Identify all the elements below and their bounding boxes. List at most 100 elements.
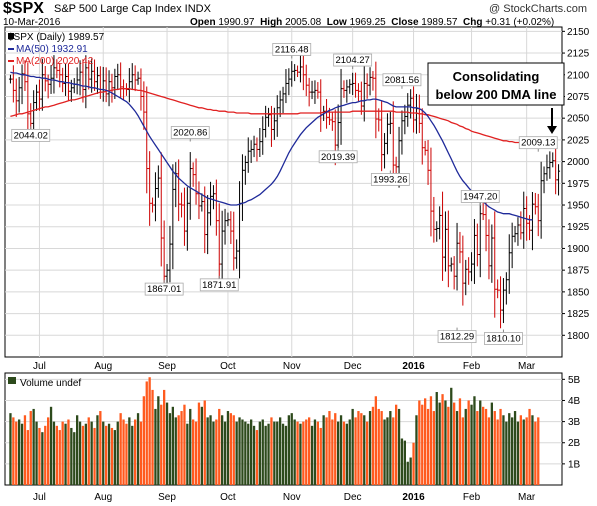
legend-swatch-volume	[8, 377, 16, 384]
data-label: 2020.86	[173, 127, 207, 138]
volume-bar	[76, 415, 79, 485]
volume-bar	[186, 423, 189, 485]
volume-bar	[134, 419, 137, 485]
volume-bar	[142, 396, 145, 485]
month-label-top: Nov	[283, 361, 301, 372]
volume-bar	[148, 377, 151, 485]
annotation-callout: Consolidating below 200 DMA line	[427, 62, 565, 134]
volume-bar	[209, 415, 212, 485]
low-label: Low	[326, 17, 347, 28]
volume-bar	[258, 421, 261, 485]
volume-bar	[250, 419, 253, 485]
volume-bar	[368, 411, 372, 485]
annotation-box	[427, 62, 565, 106]
volume-bar	[397, 408, 401, 485]
chart-symbol: $SPX	[3, 0, 44, 17]
volume-bar	[389, 411, 392, 485]
volume-bar	[165, 402, 169, 485]
volume-bar	[400, 438, 404, 485]
volume-bar	[366, 421, 369, 485]
volume-bar	[252, 425, 256, 485]
volume-bar	[32, 408, 35, 485]
volume-bar	[255, 430, 259, 485]
volume-bar	[212, 421, 215, 485]
volume-bar	[90, 421, 93, 485]
volume-bar	[171, 406, 174, 485]
volume-tick-label: 3B	[568, 417, 581, 428]
volume-bar	[96, 415, 99, 485]
volume-bar	[247, 423, 250, 485]
volume-bar	[348, 419, 351, 485]
volume-bar	[139, 421, 143, 485]
annotation-line-1: Consolidating	[453, 69, 540, 84]
volume-bar	[502, 415, 505, 485]
volume-bar	[78, 421, 82, 485]
data-label: 2116.48	[275, 44, 309, 55]
volume-bar	[473, 396, 476, 485]
volume-bar	[287, 415, 290, 485]
volume-bar	[511, 417, 514, 485]
volume-bar	[38, 427, 41, 485]
volume-bar	[374, 396, 377, 485]
volume-tick-label: 4B	[568, 396, 581, 407]
volume-bar	[119, 413, 122, 485]
volume-bar	[418, 400, 421, 485]
volume-bar	[223, 421, 227, 485]
month-label-top: Oct	[220, 361, 236, 372]
volume-bar	[107, 423, 111, 485]
volume-bar	[125, 423, 128, 485]
legend-ma200: MA(200) 2020.42	[16, 56, 94, 67]
legend-volume: Volume undef	[20, 378, 81, 389]
data-label-box	[382, 73, 422, 87]
volume-bar	[238, 417, 241, 485]
data-label: 1867.01	[147, 284, 181, 295]
volume-bar	[455, 411, 459, 485]
close-label: Close	[391, 17, 419, 28]
volume-bar	[415, 415, 418, 485]
chg-label: Chg	[463, 17, 483, 28]
volume-bar	[476, 411, 479, 485]
volume-bar	[163, 389, 166, 485]
volume-bar	[215, 419, 218, 485]
month-label-bottom: Sep	[158, 492, 176, 503]
volume-bar	[276, 421, 279, 485]
data-label: 2104.27	[335, 55, 369, 66]
volume-bar	[395, 404, 398, 485]
volume-bar	[20, 423, 24, 485]
data-label-box	[318, 150, 358, 164]
volume-bar	[281, 423, 285, 485]
volume-bar	[87, 417, 90, 485]
volume-bar	[70, 427, 73, 485]
high-label: High	[260, 17, 283, 28]
month-label-top: Dec	[344, 361, 362, 372]
volume-bar	[18, 419, 21, 485]
volume-bar	[81, 425, 85, 485]
data-label: 1947.20	[463, 191, 497, 202]
volume-bar	[226, 411, 230, 485]
volume-bar	[264, 425, 267, 485]
data-label: 1812.29	[440, 332, 474, 343]
volume-bar	[531, 415, 534, 485]
volume-bar	[479, 400, 482, 485]
month-label-bottom: Oct	[220, 492, 236, 503]
month-label-bottom: Nov	[283, 492, 301, 503]
volume-bar	[47, 417, 50, 485]
data-label-box	[460, 190, 500, 203]
data-label-box	[484, 332, 523, 345]
price-tick-label: 2025	[567, 135, 590, 146]
volume-bar	[293, 419, 296, 485]
volume-bar	[296, 421, 299, 485]
month-label-bottom: Feb	[463, 492, 481, 503]
volume-bar	[525, 417, 528, 485]
data-label-box	[144, 282, 184, 296]
volume-bar	[73, 432, 76, 485]
volume-bar	[154, 408, 157, 485]
price-tick-label: 2150	[567, 27, 590, 38]
volume-bar	[128, 417, 131, 485]
volume-bar	[447, 406, 450, 485]
volume-bar	[508, 413, 511, 485]
volume-bar	[487, 417, 491, 485]
close-value: 1989.57	[421, 17, 458, 28]
price-tick-label: 1925	[567, 222, 590, 233]
volume-bar	[496, 419, 499, 485]
